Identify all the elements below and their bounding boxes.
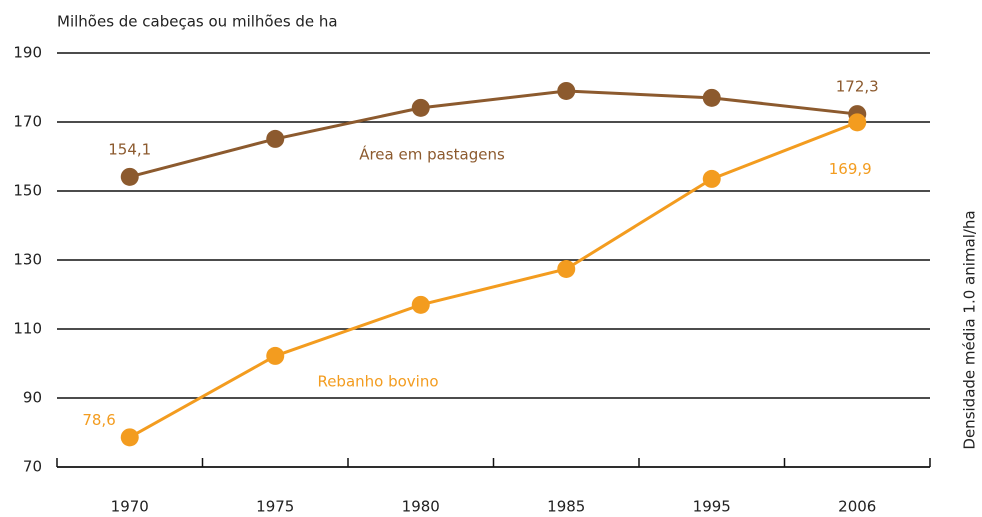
data-point xyxy=(120,167,139,186)
x-tick-label: 1995 xyxy=(693,498,731,516)
x-tick-label: 1975 xyxy=(256,498,294,516)
data-point xyxy=(266,129,285,148)
x-tick-label: 1970 xyxy=(111,498,149,516)
data-label: 154,1 xyxy=(108,140,151,158)
y-tick-label: 110 xyxy=(13,320,42,338)
y-tick-label: 170 xyxy=(13,113,42,131)
data-point xyxy=(266,346,285,365)
data-point xyxy=(557,81,576,100)
x-tick-label: 1980 xyxy=(402,498,440,516)
data-label: 169,9 xyxy=(829,160,872,178)
y-tick-label: 70 xyxy=(23,458,42,476)
y2-axis-label: Densidade média 1.0 animal/ha xyxy=(961,210,979,449)
data-point xyxy=(848,113,867,132)
y-tick-label: 190 xyxy=(13,44,42,62)
data-point xyxy=(411,98,430,117)
y-tick-label: 150 xyxy=(13,182,42,200)
data-point xyxy=(411,295,430,314)
series-line xyxy=(129,89,858,179)
y-tick-label: 130 xyxy=(13,251,42,269)
x-tick-label: 1985 xyxy=(547,498,585,516)
data-label: 78,6 xyxy=(82,411,115,429)
data-point xyxy=(120,428,139,447)
chart-title: Milhões de cabeças ou milhões de ha xyxy=(57,13,338,31)
data-point xyxy=(702,88,721,107)
y-tick-label: 90 xyxy=(23,389,42,407)
data-point xyxy=(557,259,576,278)
series-label: Área em pastagens xyxy=(359,145,505,164)
data-label: 172,3 xyxy=(836,78,879,96)
series-line xyxy=(129,120,858,439)
series-label: Rebanho bovino xyxy=(317,373,438,391)
x-tick-label: 2006 xyxy=(838,498,876,516)
data-point xyxy=(702,169,721,188)
